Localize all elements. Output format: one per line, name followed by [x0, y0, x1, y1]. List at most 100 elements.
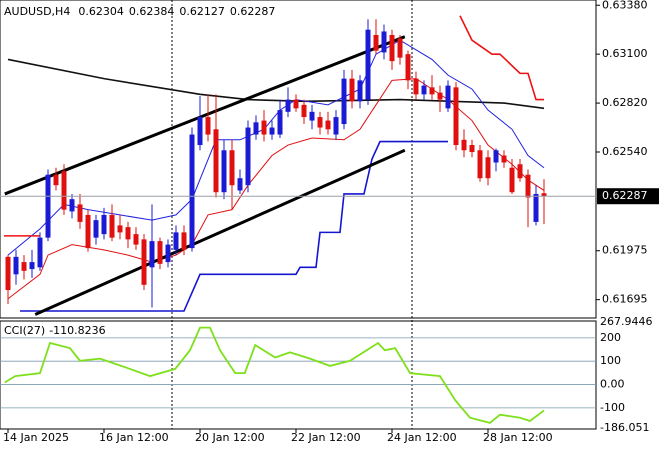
candle-body	[325, 120, 331, 130]
header: AUDUSD,H4 0.62304 0.62384 0.62127 0.62287	[4, 5, 275, 18]
candle-body	[69, 199, 75, 212]
candle-body	[269, 127, 275, 135]
last-close: 0.62287	[230, 5, 276, 18]
candle-body	[237, 178, 243, 191]
candle-body	[13, 256, 19, 275]
candle-body	[205, 117, 211, 135]
candle-body	[61, 171, 67, 210]
indicator-line	[7, 58, 545, 110]
cci-tick-label: 100	[600, 354, 621, 367]
y-tick-label: 0.61695	[602, 293, 648, 306]
candle-body	[77, 204, 83, 222]
candle-body	[453, 87, 459, 146]
cci-label: CCI(27)	[4, 324, 45, 337]
y-tick-label: 0.62820	[602, 96, 648, 109]
candle-body	[125, 227, 131, 240]
candle-body	[5, 256, 11, 291]
candle-body	[253, 122, 259, 135]
indicator-line	[459, 15, 544, 101]
candle-body	[117, 225, 123, 233]
last-open: 0.62304	[78, 5, 124, 18]
candle-body	[301, 104, 307, 118]
candle-body	[341, 78, 347, 125]
candle-body	[413, 78, 419, 95]
candle-body	[101, 214, 107, 235]
candle-body	[181, 232, 187, 250]
candle-body	[405, 54, 411, 81]
candle-body	[317, 117, 323, 128]
candle-body	[133, 234, 139, 245]
candle-body	[53, 174, 59, 186]
axes: 0.63380 0.63100 0.62820 0.62540 0.61975 0.616…	[3, 0, 659, 444]
candle-body	[93, 220, 99, 238]
cci-tick-label: 0.00	[600, 378, 625, 391]
candle-body	[373, 34, 379, 51]
candle-body	[533, 193, 539, 222]
candle-body	[197, 117, 203, 146]
current-price-box	[597, 188, 659, 205]
candle-body	[421, 85, 427, 95]
symbol: AUDUSD,H4	[4, 5, 70, 18]
candle-body	[517, 164, 523, 179]
cci-tick-label: 267.9446	[600, 315, 653, 328]
candle-body	[149, 241, 155, 268]
indicator-line	[34, 148, 406, 316]
indicator-line	[20, 140, 448, 312]
candle-body	[541, 193, 547, 197]
candle-body	[173, 232, 179, 250]
cci-tick-label: -186.051	[600, 421, 649, 434]
cci-last: -110.8236	[49, 324, 105, 337]
candle-body	[245, 127, 251, 186]
current-price-label: 0.62287	[602, 189, 648, 202]
candle-body	[309, 111, 315, 121]
cci-tick-label: 200	[600, 331, 621, 344]
cci-line	[4, 326, 545, 424]
candle-body	[29, 262, 35, 270]
candle-body	[277, 110, 283, 135]
candle-body	[293, 99, 299, 109]
candle-body	[229, 150, 235, 186]
candle-body	[389, 34, 395, 62]
indicator-line	[7, 78, 545, 300]
candle-body	[221, 150, 227, 193]
candle-body	[397, 38, 403, 58]
candle-body	[357, 80, 363, 102]
candle-body	[485, 157, 491, 179]
y-tick-label: 0.63100	[602, 47, 648, 60]
candle-body	[469, 145, 475, 153]
y-tick-label: 0.61975	[602, 244, 648, 257]
candle-body	[437, 92, 443, 100]
cci-header: CCI(27) -110.8236	[4, 324, 106, 337]
last-high: 0.62384	[129, 5, 175, 18]
x-tick-label: 22 Jan 12:00	[291, 431, 361, 444]
candle-body	[189, 134, 195, 249]
cci-tick-label: -100	[600, 401, 625, 414]
candle-body	[21, 262, 27, 271]
candle-body	[141, 239, 147, 285]
candle-body	[85, 214, 91, 249]
candle-body	[461, 139, 467, 151]
candle-body	[445, 85, 451, 109]
candle-body	[213, 129, 219, 193]
candle-body	[501, 155, 507, 163]
candle-body	[165, 244, 171, 263]
candle-body	[261, 120, 267, 135]
x-tick-label: 20 Jan 12:00	[195, 431, 265, 444]
candle-body	[525, 174, 531, 198]
candle-body	[45, 174, 51, 238]
indicator-line	[4, 35, 406, 196]
x-tick-label: 24 Jan 12:00	[387, 431, 457, 444]
y-tick-label: 0.62540	[602, 145, 648, 158]
candle-body	[493, 150, 499, 163]
candle-body	[109, 214, 115, 238]
candle-body	[349, 78, 355, 102]
candle-body	[509, 167, 515, 193]
x-tick-label: 16 Jan 12:00	[99, 431, 169, 444]
last-low: 0.62127	[179, 5, 225, 18]
candle-body	[365, 29, 371, 100]
candle-body	[285, 99, 291, 112]
candle-body	[477, 150, 483, 179]
candle-body	[37, 237, 43, 268]
cci-panel	[0, 320, 597, 430]
